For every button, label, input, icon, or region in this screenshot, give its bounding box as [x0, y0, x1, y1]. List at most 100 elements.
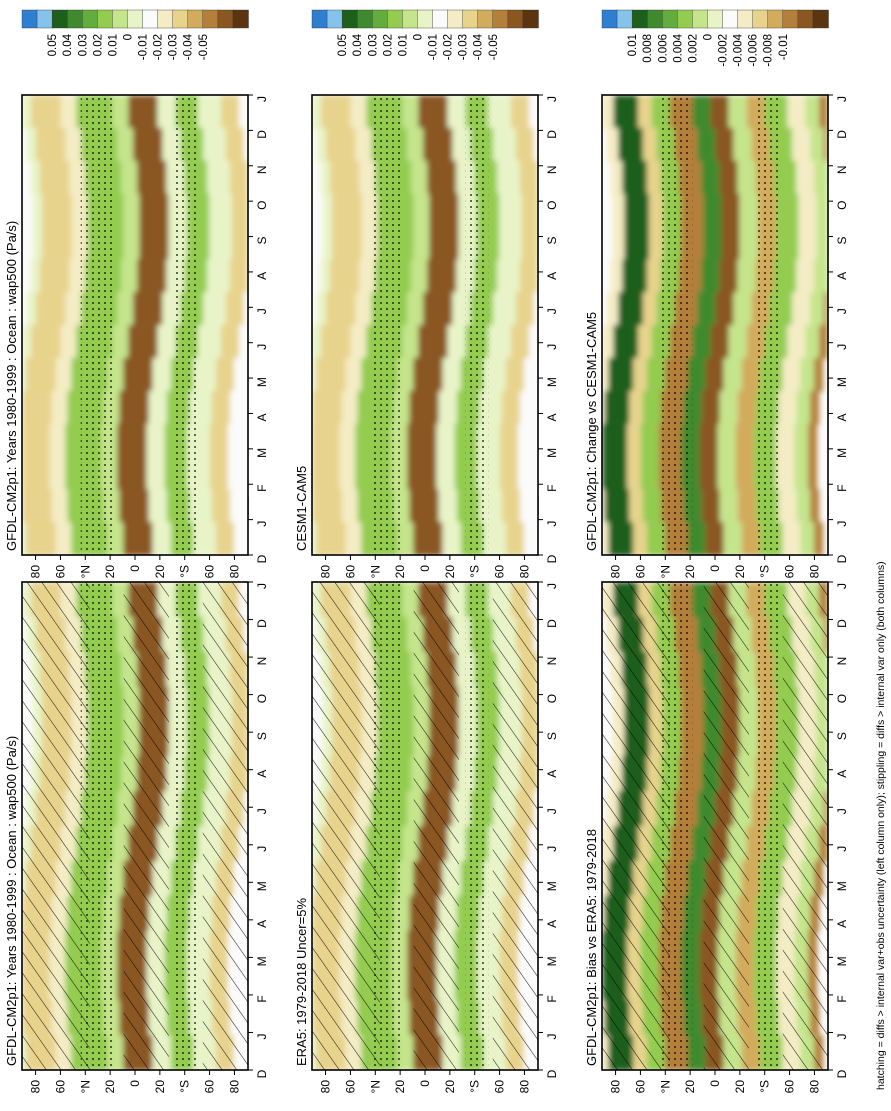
- band-cell: [692, 95, 711, 129]
- band-cell: [117, 292, 134, 326]
- colorbar-label: -0.01: [138, 34, 150, 60]
- band-cell: [719, 489, 738, 524]
- month-label: J: [255, 583, 269, 589]
- band-cell: [787, 95, 806, 129]
- month-label: J: [835, 583, 849, 589]
- month-label: M: [545, 956, 559, 966]
- month-label: M: [255, 448, 269, 458]
- band-cell: [312, 456, 340, 491]
- band-cell: [602, 325, 614, 359]
- colorbar-swatch: [737, 9, 754, 29]
- month-label: A: [545, 920, 559, 928]
- band-cell: [515, 292, 534, 326]
- lat-label: 20: [443, 565, 457, 579]
- month-label: D: [255, 1069, 269, 1078]
- band-cell: [703, 226, 722, 261]
- month-label: M: [835, 448, 849, 458]
- band-cell: [604, 390, 630, 425]
- band-cell: [643, 292, 657, 326]
- band-cell: [152, 522, 171, 555]
- band-cell: [117, 423, 147, 458]
- band-cell: [209, 423, 228, 458]
- month-label: A: [835, 920, 849, 928]
- band-cell: [633, 522, 647, 555]
- band-cell: [602, 489, 605, 524]
- band-cell: [427, 160, 457, 195]
- band-cell: [528, 95, 538, 129]
- band-cell: [608, 522, 634, 555]
- band-cell: [60, 95, 77, 129]
- lat-label: 60: [203, 565, 217, 579]
- month-label: J: [835, 846, 849, 852]
- band-cell: [234, 357, 244, 392]
- band-cell: [325, 127, 356, 162]
- band-cell: [320, 259, 330, 294]
- lat-label: 60: [493, 1080, 507, 1094]
- band-cell: [413, 357, 443, 392]
- colorbar-label: 0.006: [657, 34, 669, 63]
- band-cell: [30, 160, 40, 195]
- band-cell: [814, 357, 824, 392]
- band-cell: [128, 95, 158, 129]
- month-label: S: [255, 237, 269, 245]
- colorbar-swatch: [677, 9, 694, 29]
- band-cell: [602, 423, 628, 458]
- band-cell: [814, 259, 828, 294]
- band-cell: [638, 95, 652, 129]
- band-cell: [517, 423, 527, 458]
- band-cell: [798, 226, 817, 261]
- band-cell: [320, 160, 330, 195]
- month-label: A: [835, 272, 849, 280]
- colorbar-label: -0.03: [458, 34, 470, 60]
- colorbar-label: 0.02: [92, 34, 104, 56]
- band-cell: [312, 489, 342, 524]
- band-cell: [627, 423, 641, 458]
- lat-label: 80: [29, 1080, 43, 1094]
- month-label: A: [255, 920, 269, 928]
- band-cell: [638, 325, 652, 359]
- band-cell: [643, 127, 657, 162]
- band-cell: [773, 160, 797, 195]
- band-cell: [737, 259, 756, 294]
- month-label: J: [545, 344, 559, 350]
- band-cell: [121, 259, 138, 294]
- month-label: M: [255, 956, 269, 966]
- lat-label: 20: [103, 1080, 117, 1094]
- colorbar-swatch: [692, 9, 709, 29]
- band-cell: [402, 95, 419, 129]
- month-label: D: [835, 554, 849, 563]
- band-cell: [602, 456, 628, 491]
- colorbar-label: 0: [412, 34, 424, 40]
- band-cell: [231, 193, 248, 228]
- colorbar-label: 0.002: [687, 34, 699, 63]
- band-cell: [209, 193, 232, 228]
- month-label: A: [255, 413, 269, 421]
- band-cell: [123, 522, 153, 555]
- band-cell: [515, 127, 534, 162]
- colorbar-swatch: [82, 9, 99, 29]
- band-cell: [152, 357, 171, 392]
- month-label: J: [545, 308, 559, 314]
- colorbar-label: 0.04: [62, 33, 74, 56]
- band-cell: [524, 522, 534, 555]
- month-label: S: [545, 732, 559, 740]
- band-cell: [31, 325, 61, 359]
- band-cell: [775, 226, 799, 261]
- colorbar-label: 0.01: [107, 34, 119, 56]
- stippling-band-2: [175, 95, 199, 555]
- band-cell: [606, 292, 619, 326]
- band-cell: [606, 127, 619, 162]
- colorbar-swatch: [341, 9, 358, 29]
- colorbar-label: 0.01: [397, 34, 409, 56]
- band-cell: [624, 193, 650, 228]
- band-cell: [810, 127, 824, 162]
- band-cell: [510, 325, 529, 359]
- band-cell: [65, 127, 82, 162]
- lat-label: 0: [128, 1080, 142, 1087]
- band-cell: [137, 259, 167, 294]
- band-cell: [613, 193, 625, 228]
- heatmap-body: [602, 95, 828, 555]
- band-cell: [499, 226, 522, 261]
- band-cell: [345, 357, 362, 392]
- band-cell: [723, 357, 742, 392]
